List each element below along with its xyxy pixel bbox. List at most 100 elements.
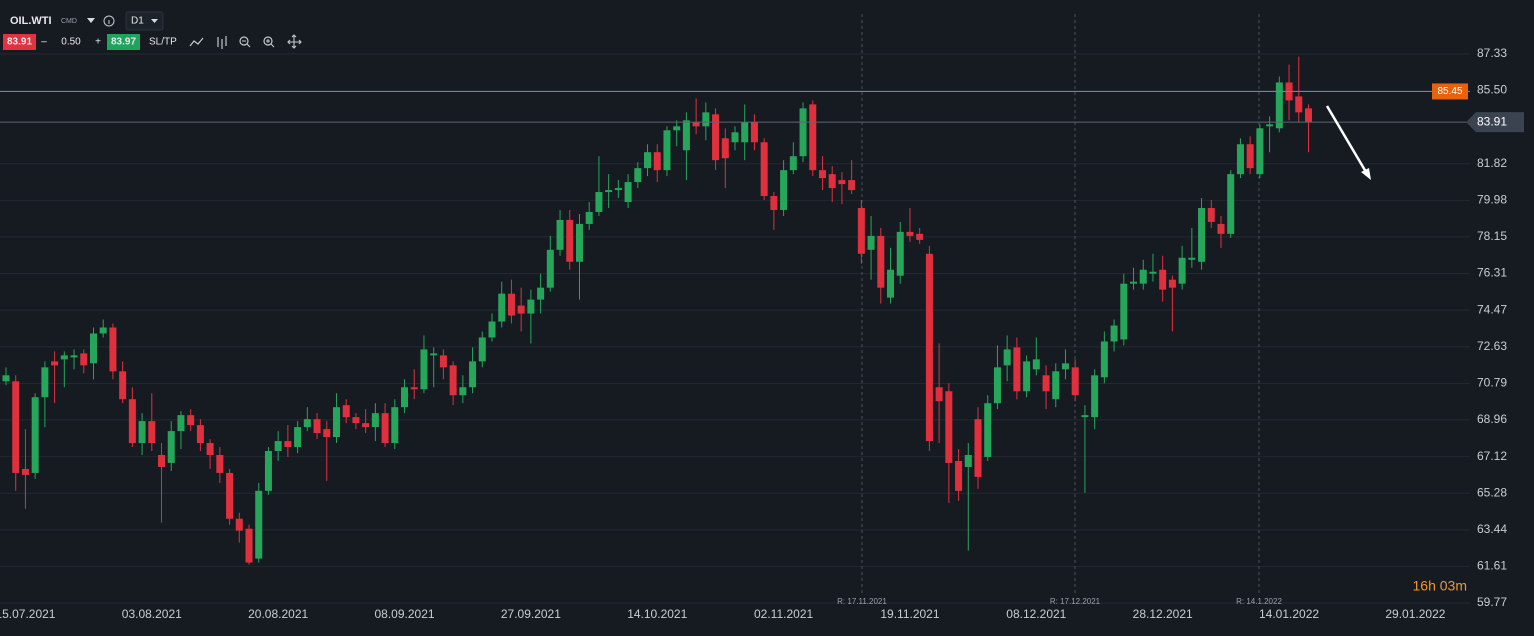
candle-body bbox=[80, 353, 88, 366]
zoom-out-icon[interactable] bbox=[239, 36, 249, 46]
candle-body bbox=[1256, 128, 1264, 175]
symbol-dropdown[interactable] bbox=[87, 18, 95, 23]
candle-body bbox=[2, 375, 10, 382]
line-chart-icon[interactable] bbox=[189, 37, 204, 47]
plus[interactable]: + bbox=[95, 37, 101, 48]
candle-body bbox=[692, 122, 700, 127]
candle-body bbox=[945, 391, 953, 463]
candle-body bbox=[31, 397, 39, 473]
minus[interactable]: – bbox=[41, 37, 47, 48]
candle-body bbox=[274, 441, 282, 452]
candle-body bbox=[1110, 325, 1118, 342]
candle-body bbox=[1295, 96, 1303, 113]
candle-body bbox=[760, 142, 768, 197]
candle-body bbox=[226, 472, 234, 519]
candle-body bbox=[1178, 257, 1186, 284]
candle-body bbox=[119, 371, 127, 400]
candle-body bbox=[206, 443, 214, 455]
candle-body bbox=[1061, 363, 1069, 370]
candle-body bbox=[566, 219, 574, 262]
candle-body bbox=[469, 361, 477, 388]
y-tick-label: 63.44 bbox=[1477, 522, 1507, 536]
arrow-head bbox=[1361, 168, 1371, 180]
candle-body bbox=[99, 327, 107, 334]
candle-body bbox=[682, 120, 690, 151]
candle-body bbox=[187, 415, 195, 426]
current-price-label: 83.91 bbox=[1477, 114, 1507, 128]
candle-body bbox=[507, 293, 515, 316]
candle-body bbox=[1120, 283, 1128, 340]
candle-body bbox=[303, 419, 311, 428]
y-tick-label: 72.63 bbox=[1477, 339, 1507, 353]
info-icon[interactable] bbox=[103, 15, 115, 27]
zoom-in-icon[interactable] bbox=[263, 36, 273, 46]
candle-body bbox=[51, 361, 59, 366]
candle-body bbox=[673, 126, 681, 131]
y-tick-label: 81.82 bbox=[1477, 156, 1507, 170]
candle-body bbox=[449, 365, 457, 396]
x-tick-label: 03.08.2021 bbox=[122, 607, 182, 621]
y-tick-label: 74.47 bbox=[1477, 302, 1507, 316]
candle-body bbox=[138, 421, 146, 444]
zoom-out-handle bbox=[246, 43, 251, 48]
candle-body bbox=[1304, 108, 1312, 123]
buy-box[interactable] bbox=[107, 34, 140, 50]
candle-icon[interactable] bbox=[217, 36, 227, 49]
symbol[interactable]: OIL.WTI bbox=[10, 15, 52, 27]
candle-body bbox=[702, 112, 710, 127]
candle-body bbox=[595, 192, 603, 212]
x-tick-label: 15.07.2021 bbox=[0, 607, 56, 621]
candle-body bbox=[721, 138, 729, 159]
candle-body bbox=[1246, 144, 1254, 169]
candle-body bbox=[391, 407, 399, 444]
candle-body bbox=[877, 235, 885, 288]
candle-body bbox=[634, 168, 642, 183]
candle-body bbox=[1207, 207, 1215, 222]
candle-body bbox=[935, 387, 943, 402]
y-tick-label: 65.28 bbox=[1477, 485, 1507, 499]
candle-body bbox=[352, 417, 360, 424]
spread: 0.50 bbox=[61, 37, 81, 48]
candle-body bbox=[284, 441, 292, 448]
candle-body bbox=[1139, 269, 1147, 284]
sell-box[interactable] bbox=[3, 34, 36, 50]
candle-body bbox=[1168, 279, 1176, 288]
candle-body bbox=[1149, 271, 1157, 274]
zoom-in-glyph bbox=[266, 39, 275, 48]
candle-body bbox=[371, 413, 379, 428]
candle-body bbox=[60, 355, 68, 360]
candle-body bbox=[1003, 349, 1011, 366]
x-tick-label: 28.12.2021 bbox=[1133, 607, 1193, 621]
y-tick-label: 87.33 bbox=[1477, 46, 1507, 60]
candle-body bbox=[993, 367, 1001, 404]
y-tick-label: 61.61 bbox=[1477, 559, 1507, 573]
candle-body bbox=[818, 170, 826, 179]
candle-body bbox=[974, 419, 982, 477]
candle-body bbox=[809, 104, 817, 171]
candle-body bbox=[712, 114, 720, 161]
pan-icon[interactable] bbox=[287, 34, 302, 49]
price-line-label: 85.45 bbox=[1437, 86, 1462, 97]
candle-body bbox=[401, 387, 409, 408]
timeframe: D1 bbox=[131, 16, 144, 27]
candle-body bbox=[1198, 207, 1206, 262]
sl-tp[interactable]: SL/TP bbox=[149, 37, 177, 48]
candle-body bbox=[498, 293, 506, 322]
candle-body bbox=[585, 211, 593, 224]
candle-body bbox=[1159, 269, 1167, 290]
candle-body bbox=[323, 429, 331, 438]
candle-body bbox=[1275, 82, 1283, 129]
timeframe-dropdown[interactable] bbox=[151, 19, 158, 23]
candle-body bbox=[653, 152, 661, 171]
candle-body bbox=[1042, 375, 1050, 392]
timeframe-box[interactable] bbox=[125, 11, 164, 31]
candle-timer: 16h 03m bbox=[1413, 578, 1467, 594]
candle-body bbox=[1100, 341, 1108, 378]
candle-body bbox=[420, 349, 428, 390]
candle-body bbox=[556, 219, 564, 250]
candle-body bbox=[1032, 359, 1040, 370]
candle-body bbox=[332, 407, 340, 438]
arrow-shaft bbox=[1325, 105, 1368, 173]
candle-body bbox=[838, 180, 846, 185]
